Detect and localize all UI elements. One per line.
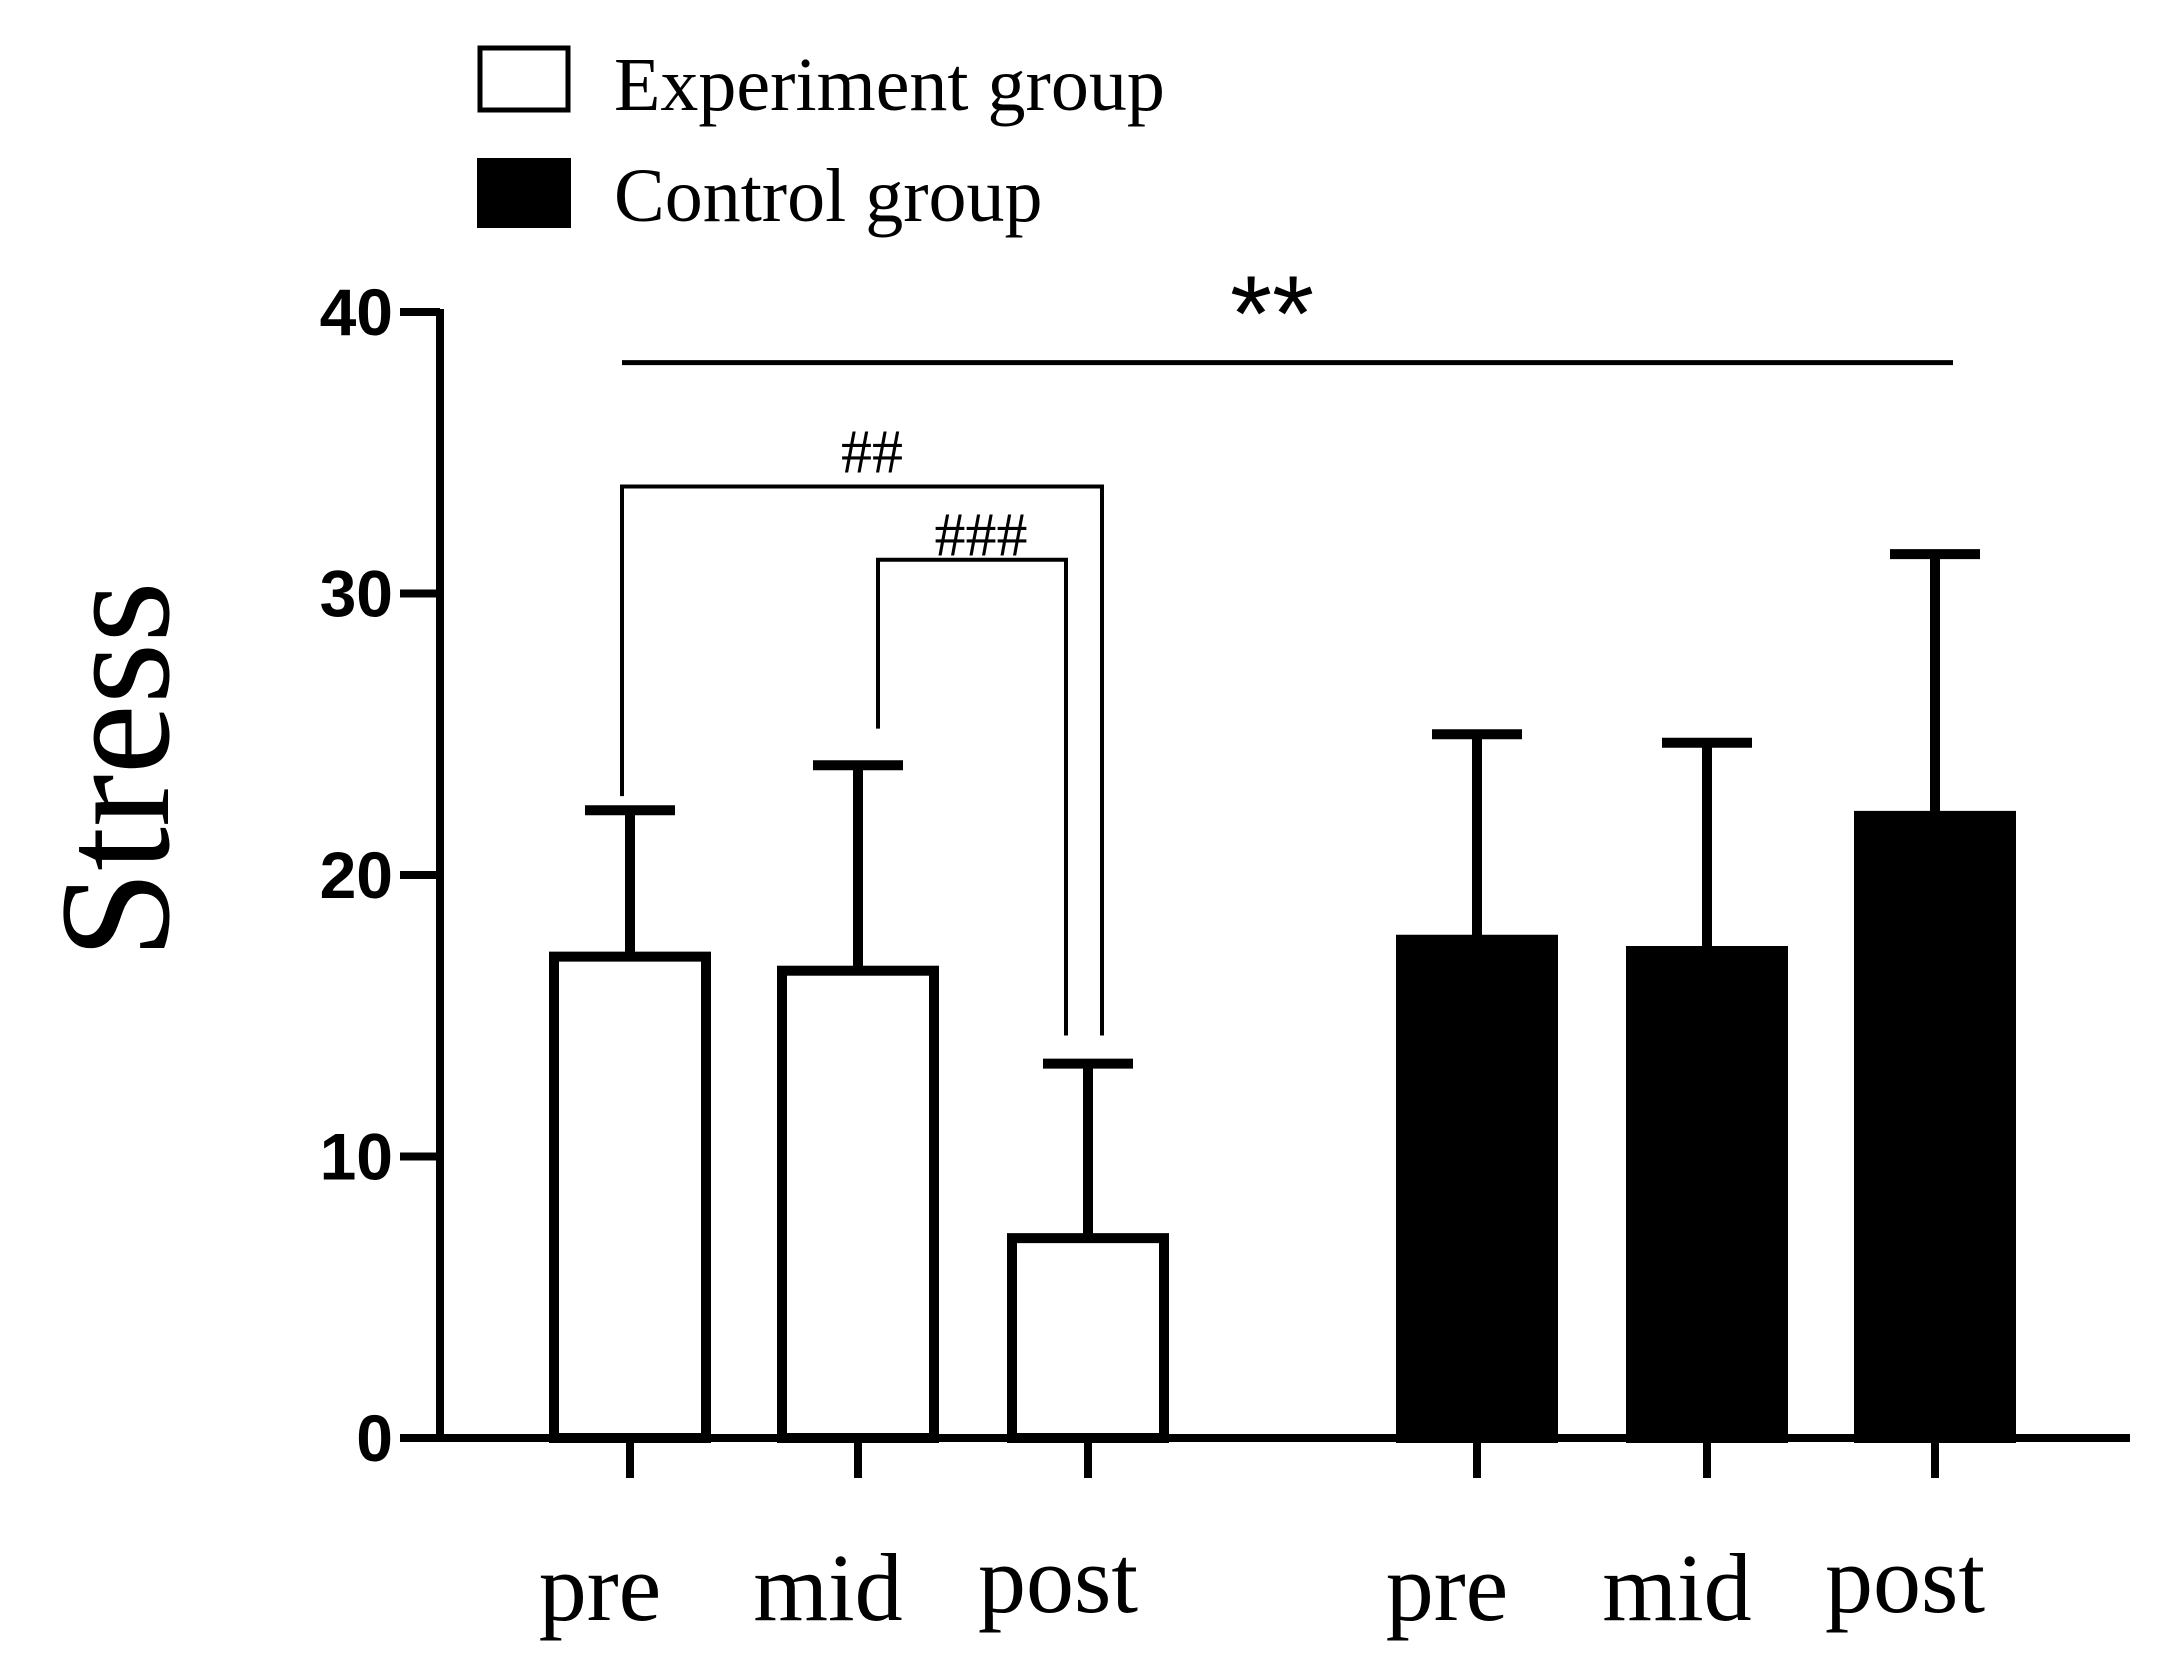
legend-swatch-experiment xyxy=(477,45,571,113)
bar xyxy=(549,951,711,1443)
y-tick-label: 30 xyxy=(320,557,393,631)
bar xyxy=(1626,946,1788,1443)
bar xyxy=(1007,1233,1169,1444)
x-tick-label: post xyxy=(1825,1526,1985,1633)
y-tick-label: 20 xyxy=(320,838,393,912)
bar xyxy=(1854,810,2016,1443)
y-axis-label: Stress xyxy=(28,581,203,959)
significance-marker: ### xyxy=(935,502,1028,570)
legend: Experiment group Control group xyxy=(477,43,1165,238)
annotations: **##### xyxy=(620,253,1953,1036)
x-tick-label: mid xyxy=(1602,1534,1751,1641)
y-tick-label: 0 xyxy=(356,1401,393,1475)
legend-label-control: Control group xyxy=(614,154,1043,238)
significance-bracket xyxy=(620,484,1104,1036)
legend-label-experiment: Experiment group xyxy=(614,43,1165,127)
significance-marker: ## xyxy=(841,419,903,487)
bar xyxy=(777,965,939,1444)
y-tick-label: 40 xyxy=(320,275,393,349)
x-tick-label: post xyxy=(978,1526,1138,1633)
bars xyxy=(549,549,2016,1444)
x-tick-label: pre xyxy=(1386,1534,1509,1641)
bar xyxy=(1396,934,1558,1443)
x-tick-label: pre xyxy=(539,1534,662,1641)
significance-marker: ** xyxy=(1230,253,1314,374)
x-tick-label: mid xyxy=(753,1534,902,1641)
y-tick-label: 10 xyxy=(320,1120,393,1194)
legend-swatch-control xyxy=(477,158,571,228)
significance-bracket xyxy=(876,557,1068,1036)
